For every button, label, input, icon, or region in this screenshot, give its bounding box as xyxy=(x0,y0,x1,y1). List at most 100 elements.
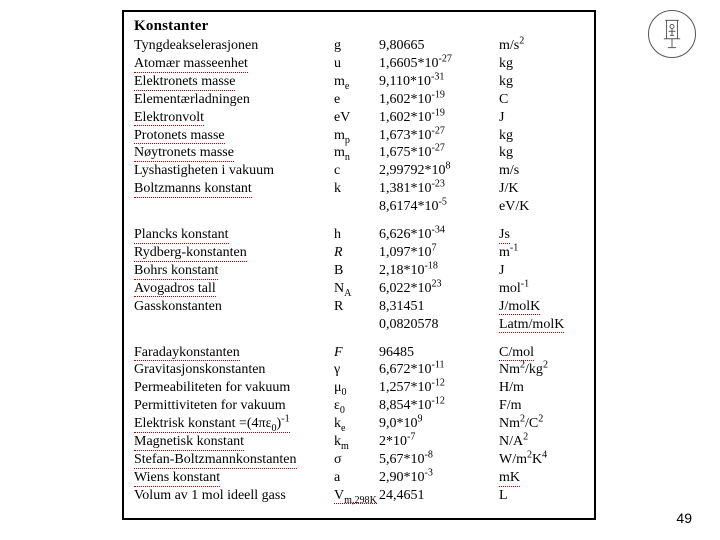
table-row: Avogadros tallNA6,022*1023mol-1 xyxy=(134,280,584,298)
constant-value: 96485 xyxy=(379,344,499,362)
constant-name: Elektronets masse xyxy=(134,73,334,91)
constant-name: Stefan-Boltzmannkonstanten xyxy=(134,451,334,469)
constant-unit: m-1 xyxy=(499,244,584,262)
constant-symbol: B xyxy=(334,262,379,280)
constant-value: 9,80665 xyxy=(379,37,499,55)
constant-unit: N/A2 xyxy=(499,433,584,451)
constant-symbol: R xyxy=(334,298,379,316)
constant-symbol: u xyxy=(334,55,379,73)
constant-name: Gasskonstanten xyxy=(134,298,334,316)
constant-unit: kg xyxy=(499,127,584,145)
table-row: Elektronets masseme9,110*10-31kg xyxy=(134,73,584,91)
constant-symbol: g xyxy=(334,37,379,55)
constant-value: 24,4651 xyxy=(379,487,499,505)
constant-name: Wiens konstant xyxy=(134,469,334,487)
constant-unit: Latm/molK xyxy=(499,316,584,334)
constant-unit: J/K xyxy=(499,180,584,198)
constant-name: Permeabiliteten for vakuum xyxy=(134,379,334,397)
table-row: Permeabiliteten for vakuumμ01,257*10-12H… xyxy=(134,379,584,397)
constant-name: Magnetisk konstant xyxy=(134,433,334,451)
constant-value: 1,673*10-27 xyxy=(379,127,499,145)
constant-symbol: γ xyxy=(334,361,379,379)
constant-value: 2*10-7 xyxy=(379,433,499,451)
constant-unit: H/m xyxy=(499,379,584,397)
constant-value: 1,675*10-27 xyxy=(379,144,499,162)
title: Konstanter xyxy=(134,18,584,35)
constant-name xyxy=(134,316,334,334)
constant-symbol: ε0 xyxy=(334,397,379,415)
constant-value: 0,0820578 xyxy=(379,316,499,334)
constant-symbol: Vm,298K xyxy=(334,487,379,505)
constant-value: 6,626*10-34 xyxy=(379,226,499,244)
table-row: Magnetisk konstantkm2*10-7N/A2 xyxy=(134,433,584,451)
constant-symbol: R xyxy=(334,244,379,262)
constant-value: 2,90*10-3 xyxy=(379,469,499,487)
constant-unit: m/s xyxy=(499,162,584,180)
constant-name: Atomær masseenhet xyxy=(134,55,334,73)
constant-unit: J/molK xyxy=(499,298,584,316)
table-row: Boltzmanns konstantk1,381*10-23J/K xyxy=(134,180,584,198)
table-row: Permittiviteten for vakuumε08,854*10-12F… xyxy=(134,397,584,415)
table-row: Volum av 1 mol ideell gassVm,298K24,4651… xyxy=(134,487,584,505)
constant-symbol: mn xyxy=(334,144,379,162)
table-row: 0,0820578Latm/molK xyxy=(134,316,584,334)
constant-value: 2,99792*108 xyxy=(379,162,499,180)
constant-unit: J xyxy=(499,109,584,127)
constant-symbol: ke xyxy=(334,415,379,433)
constant-symbol: a xyxy=(334,469,379,487)
constant-unit: C/mol xyxy=(499,344,584,362)
constant-name: Avogadros tall xyxy=(134,280,334,298)
constant-value: 6,672*10-11 xyxy=(379,361,499,379)
constants-table: Tyngdeakselerasjoneng9,80665m/s2Atomær m… xyxy=(134,37,584,505)
constant-unit: W/m2K4 xyxy=(499,451,584,469)
constant-value: 1,602*10-19 xyxy=(379,91,499,109)
constant-name: Protonets masse xyxy=(134,127,334,145)
constant-value: 2,18*10-18 xyxy=(379,262,499,280)
constant-value: 8,854*10-12 xyxy=(379,397,499,415)
constant-value: 1,602*10-19 xyxy=(379,109,499,127)
table-row: 8,6174*10-5eV/K xyxy=(134,198,584,216)
constant-symbol: μ0 xyxy=(334,379,379,397)
constant-value: 6,022*1023 xyxy=(379,280,499,298)
constant-unit: L xyxy=(499,487,584,505)
constant-unit: m/s2 xyxy=(499,37,584,55)
page-number: 49 xyxy=(676,510,692,526)
constant-symbol: me xyxy=(334,73,379,91)
constant-symbol: eV xyxy=(334,109,379,127)
table-row: Atomær masseenhetu1,6605*10-27kg xyxy=(134,55,584,73)
constant-name: Rydberg-konstanten xyxy=(134,244,334,262)
constant-unit: Nm2/C2 xyxy=(499,415,584,433)
constant-symbol xyxy=(334,198,379,216)
constant-unit: Js xyxy=(499,226,584,244)
constant-name: Gravitasjonskonstanten xyxy=(134,361,334,379)
constant-symbol: k xyxy=(334,180,379,198)
constant-symbol: c xyxy=(334,162,379,180)
constant-symbol: F xyxy=(334,344,379,362)
constant-unit: kg xyxy=(499,55,584,73)
constant-unit: mK xyxy=(499,469,584,487)
table-row: ElektronvolteV1,602*10-19J xyxy=(134,109,584,127)
constant-name: Boltzmanns konstant xyxy=(134,180,334,198)
constant-symbol: km xyxy=(334,433,379,451)
table-row: GasskonstantenR8,31451J/molK xyxy=(134,298,584,316)
constant-name: Elektrisk konstant =(4πε0)-1 xyxy=(134,415,334,433)
constant-value: 1,6605*10-27 xyxy=(379,55,499,73)
table-row: Tyngdeakselerasjoneng9,80665m/s2 xyxy=(134,37,584,55)
constant-unit: F/m xyxy=(499,397,584,415)
constant-symbol: e xyxy=(334,91,379,109)
constant-name: Plancks konstant xyxy=(134,226,334,244)
table-row: FaradaykonstantenF96485C/mol xyxy=(134,344,584,362)
constant-unit: eV/K xyxy=(499,198,584,216)
constant-name xyxy=(134,198,334,216)
constant-name: Elektronvolt xyxy=(134,109,334,127)
constant-name: Lyshastigheten i vakuum xyxy=(134,162,334,180)
constant-unit: Nm2/kg2 xyxy=(499,361,584,379)
constant-name: Faradaykonstanten xyxy=(134,344,334,362)
table-row: Plancks konstanth6,626*10-34Js xyxy=(134,226,584,244)
constant-value: 9,110*10-31 xyxy=(379,73,499,91)
table-row: Rydberg-konstantenR1,097*107m-1 xyxy=(134,244,584,262)
table-row: Wiens konstanta2,90*10-3mK xyxy=(134,469,584,487)
constant-symbol: NA xyxy=(334,280,379,298)
table-row: Protonets massemp1,673*10-27kg xyxy=(134,127,584,145)
table-row: Bohrs konstantB2,18*10-18J xyxy=(134,262,584,280)
